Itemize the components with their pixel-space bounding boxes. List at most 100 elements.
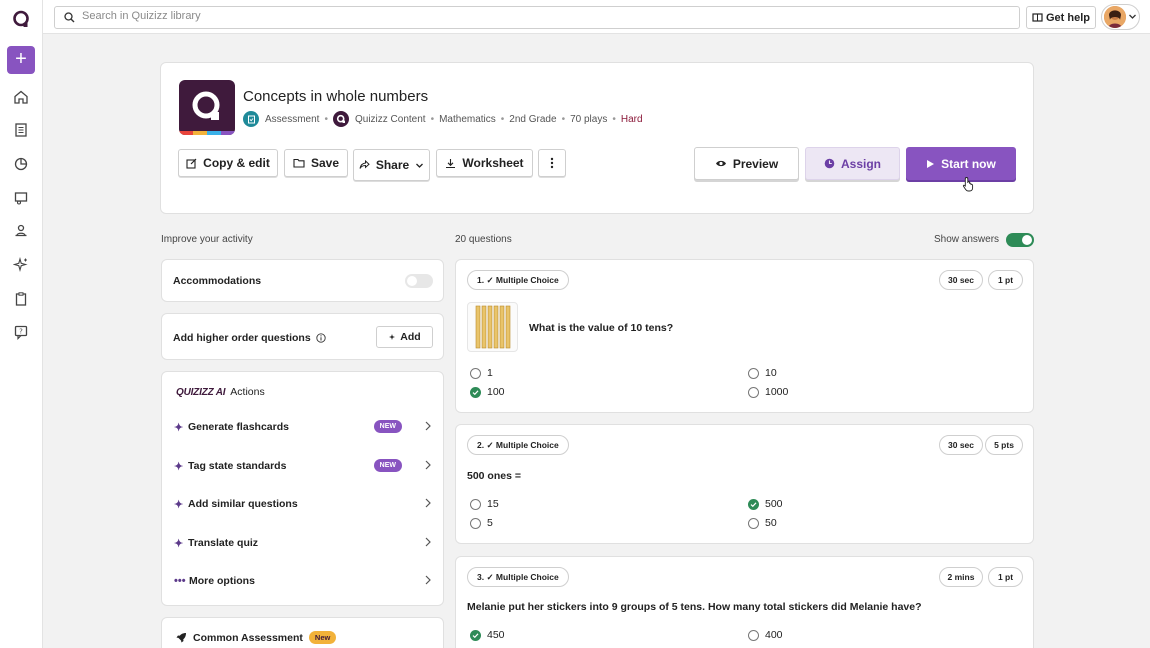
ai-actions-panel: QUIZIZZ AI Actions ✦ Generate flashcards… (161, 371, 444, 606)
radio-icon (748, 386, 759, 398)
chevron-down-icon (1129, 14, 1136, 19)
play-icon (927, 159, 935, 168)
add-similar-questions-action[interactable]: ✦ Add similar questions (174, 496, 432, 512)
home-icon[interactable] (13, 89, 29, 105)
clipboard-icon[interactable] (13, 291, 29, 307)
eye-icon (715, 160, 726, 167)
improve-activity-label: Improve your activity (161, 234, 253, 245)
time-badge: 30 sec (939, 435, 983, 455)
download-icon (446, 158, 456, 168)
reports-icon[interactable] (13, 156, 29, 172)
answer-option: 1000 (748, 386, 788, 398)
answer-option: 10 (748, 367, 777, 379)
top-bar: Get help (43, 0, 1150, 34)
help-chat-icon[interactable]: ? (13, 324, 29, 340)
question-text: Melanie put her stickers into 9 groups o… (467, 601, 922, 613)
profile-menu-button[interactable] (1101, 4, 1140, 30)
quiz-header-card: Concepts in whole numbers Assessment • Q… (160, 62, 1034, 214)
chevron-down-icon (416, 163, 424, 168)
search-icon (64, 12, 75, 23)
info-icon[interactable] (316, 333, 326, 343)
new-badge: NEW (373, 420, 402, 433)
more-options-action[interactable]: ••• More options (174, 573, 432, 589)
answer-option: 1 (470, 367, 493, 379)
preview-button[interactable]: Preview (694, 147, 799, 180)
radio-icon (470, 367, 481, 379)
points-badge: 5 pts (985, 435, 1023, 455)
share-button[interactable]: Share (353, 149, 430, 181)
edit-icon (186, 158, 197, 169)
classes-icon[interactable] (13, 190, 29, 206)
answer-option: 400 (748, 629, 783, 641)
ai-sparkle-icon: ✦ (174, 498, 184, 511)
correct-check-icon (470, 386, 481, 398)
start-now-button[interactable]: Start now (906, 147, 1016, 180)
get-help-button[interactable]: Get help (1026, 6, 1096, 29)
folder-icon (293, 158, 305, 168)
more-dots-icon: ••• (174, 575, 186, 587)
tens-blocks-image (467, 302, 518, 352)
question-type-badge: 3. ✓ Multiple Choice (467, 567, 569, 587)
assign-button[interactable]: Assign (805, 147, 900, 180)
ai-sparkle-icon: ✦ (174, 460, 184, 473)
save-button[interactable]: Save (284, 149, 348, 177)
show-answers-toggle[interactable] (1006, 233, 1034, 247)
tag-state-standards-action[interactable]: ✦ Tag state standards NEW (174, 458, 432, 474)
accommodations-label: Accommodations (173, 275, 262, 287)
generate-flashcards-action[interactable]: ✦ Generate flashcards NEW (174, 419, 432, 435)
left-rail: + ? (0, 0, 43, 648)
question-type-badge: 1. ✓ Multiple Choice (467, 270, 569, 290)
ai-sparkle-icon[interactable] (13, 257, 29, 273)
answer-option-correct: 100 (470, 386, 505, 398)
ai-sparkle-icon: ✦ (174, 537, 184, 550)
answer-option-correct: 450 (470, 629, 505, 641)
time-badge: 2 mins (939, 567, 983, 587)
correct-check-icon (748, 498, 759, 510)
points-badge: 1 pt (988, 567, 1023, 587)
accommodations-toggle[interactable] (405, 274, 433, 288)
chevron-right-icon (425, 498, 431, 508)
add-higher-order-button[interactable]: Add (376, 326, 433, 348)
more-vertical-icon (550, 157, 554, 169)
new-badge: NEW (373, 459, 402, 472)
question-type-badge: 2. ✓ Multiple Choice (467, 435, 569, 455)
ai-sparkle-icon: ✦ (174, 421, 184, 434)
create-button[interactable]: + (7, 46, 35, 74)
search-input[interactable] (82, 10, 982, 22)
answer-option-correct: 500 (748, 498, 783, 510)
question-text: What is the value of 10 tens? (529, 322, 674, 334)
correct-check-icon (470, 629, 481, 641)
translate-quiz-action[interactable]: ✦ Translate quiz (174, 535, 432, 551)
questions-count: 20 questions (455, 234, 512, 245)
question-card[interactable]: 1. ✓ Multiple Choice 30 sec 1 pt What is… (455, 259, 1034, 413)
quizizz-ai-logo: QUIZIZZ AI (176, 386, 226, 398)
quiz-grade: 2nd Grade (509, 113, 557, 125)
copy-edit-button[interactable]: Copy & edit (178, 149, 278, 177)
ai-actions-header: QUIZIZZ AI Actions (176, 386, 265, 398)
question-card[interactable]: 3. ✓ Multiple Choice 2 mins 1 pt Melanie… (455, 556, 1034, 648)
question-card[interactable]: 2. ✓ Multiple Choice 30 sec 5 pts 500 on… (455, 424, 1034, 544)
help-book-icon (1032, 12, 1043, 22)
chevron-right-icon (425, 575, 431, 585)
quizizz-logo-icon[interactable] (12, 10, 30, 28)
rocket-icon (176, 632, 186, 642)
hand-cursor-icon (962, 177, 974, 192)
show-answers-label: Show answers (934, 234, 1000, 245)
library-icon[interactable] (13, 122, 29, 138)
share-icon (359, 160, 370, 169)
rewards-icon[interactable] (13, 223, 29, 239)
higher-order-text: Add higher order questions (173, 332, 326, 344)
more-options-button[interactable] (538, 149, 566, 177)
quiz-author[interactable]: Quizizz Content (354, 113, 426, 125)
common-assessment-panel[interactable]: Common Assessment New (161, 617, 444, 648)
time-badge: 30 sec (939, 270, 983, 290)
radio-icon (470, 498, 481, 510)
worksheet-button[interactable]: Worksheet (436, 149, 533, 177)
quiz-title: Concepts in whole numbers (243, 88, 429, 105)
chevron-right-icon (425, 460, 431, 470)
quiz-type: Assessment (265, 113, 320, 125)
answer-option: 15 (470, 498, 499, 510)
quiz-difficulty: Hard (620, 113, 643, 125)
chevron-right-icon (425, 537, 431, 547)
search-box[interactable] (54, 6, 1020, 29)
